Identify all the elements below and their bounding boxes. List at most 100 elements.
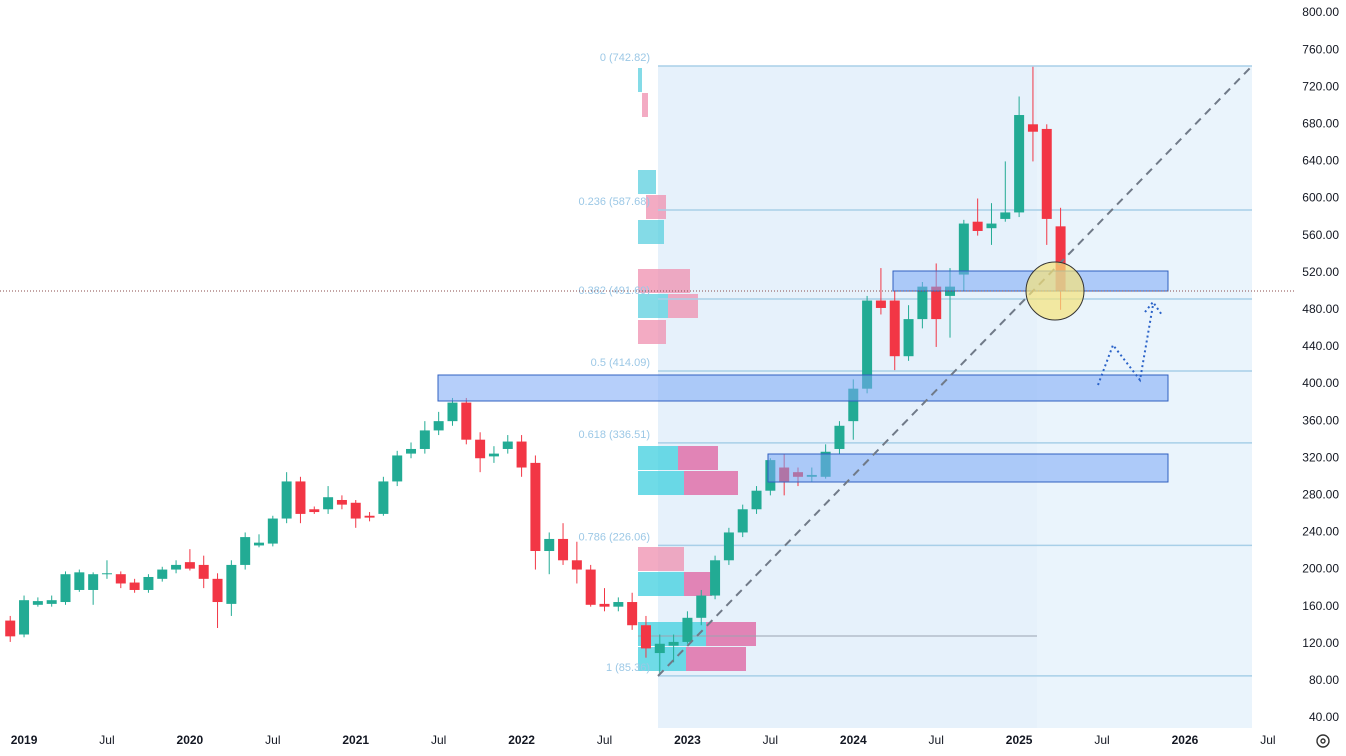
profile-bar [646, 195, 666, 219]
candle-body [848, 388, 859, 422]
profile-bar [638, 170, 656, 194]
x-tick-label: Jul [1260, 733, 1275, 747]
candle-body [682, 617, 693, 642]
x-tick-label: 2022 [508, 733, 535, 747]
y-tick-label: 640.00 [1302, 154, 1339, 168]
profile-bar [638, 269, 690, 293]
candle-body [19, 600, 30, 635]
x-tick-label: Jul [597, 733, 612, 747]
candle-body [419, 430, 430, 449]
x-tick-label: 2023 [674, 733, 701, 747]
candle-body [406, 448, 417, 454]
candle-body [931, 286, 942, 320]
candle-body [696, 595, 707, 618]
candle-body [834, 425, 845, 449]
profile-bar [638, 572, 684, 596]
y-tick-label: 680.00 [1302, 116, 1339, 130]
x-tick-label: 2024 [840, 733, 867, 747]
fib-levels: 0 (742.82) 0.236 (587.68) 0.382 (491.69) 0.… [578, 52, 1252, 677]
highlight-circle [1025, 261, 1085, 321]
candle-body [336, 499, 347, 505]
x-tick-label: 2019 [11, 733, 38, 747]
candle-body [281, 481, 292, 519]
drawings [0, 65, 1295, 677]
zone-box [437, 374, 1169, 402]
candle-body [88, 574, 99, 590]
y-tick-label: 280.00 [1302, 488, 1339, 502]
y-tick-label: 600.00 [1302, 191, 1339, 205]
candle-body [571, 560, 582, 570]
x-tick-label: Jul [265, 733, 280, 747]
x-tick-label: Jul [431, 733, 446, 747]
candle-body [240, 537, 251, 565]
candle-body [392, 455, 403, 482]
y-tick-label: 440.00 [1302, 339, 1339, 353]
candle-body [212, 578, 223, 603]
candle-body [433, 421, 444, 431]
profile-bar [638, 547, 684, 571]
candle-body [751, 490, 762, 510]
candle-body [461, 402, 472, 440]
y-tick-label: 400.00 [1302, 376, 1339, 390]
fib-label: 0 (742.82) [600, 52, 650, 64]
fib-label: 0.786 (226.06) [578, 531, 650, 543]
candle-body [613, 602, 624, 607]
fib-label: 1 (85.36) [606, 662, 650, 674]
candle-body [184, 562, 195, 569]
candle-body [1041, 128, 1052, 219]
fib-label: 0.618 (336.51) [578, 429, 650, 441]
x-tick-label: Jul [929, 733, 944, 747]
zone-box [767, 453, 1169, 483]
candle-body [378, 481, 389, 514]
candle-body [171, 564, 182, 570]
x-tick-label: Jul [1094, 733, 1109, 747]
y-tick-label: 40.00 [1309, 710, 1339, 724]
candle-body [74, 572, 85, 590]
candle-body [295, 481, 306, 514]
candle-body [1014, 115, 1025, 213]
candle-body [654, 643, 665, 654]
candle-body [627, 602, 638, 626]
candle-body [723, 532, 734, 561]
x-tick-label: Jul [763, 733, 778, 747]
x-tick-label: 2020 [177, 733, 204, 747]
y-tick-label: 720.00 [1302, 79, 1339, 93]
candle-body [585, 569, 596, 605]
candle-body [46, 600, 57, 604]
y-tick-label: 160.00 [1302, 599, 1339, 613]
profile-bar [638, 446, 678, 470]
x-tick-label: 2021 [342, 733, 369, 747]
candle-body [5, 620, 16, 637]
y-tick-label: 200.00 [1302, 562, 1339, 576]
candle-body [60, 574, 71, 603]
x-tick-label: Jul [99, 733, 114, 747]
fib-label: 0.5 (414.09) [591, 357, 650, 369]
profile-bar [642, 93, 648, 117]
candle-body [129, 582, 140, 590]
candle-body [530, 462, 541, 552]
profile-bar [638, 471, 684, 495]
candle-body [267, 518, 278, 544]
fib-label: 0.236 (587.68) [578, 196, 650, 208]
axes: 40.00 80.00 120.00 160.00 200.00 240.00 280.00… [11, 5, 1340, 747]
candle-body [558, 538, 569, 561]
volume-profile [638, 68, 756, 671]
y-tick-label: 800.00 [1302, 5, 1339, 19]
profile-bar [638, 220, 664, 244]
profile-bar [638, 320, 666, 344]
candle-body [475, 439, 486, 459]
candle-body [889, 300, 900, 357]
settings-icon[interactable] [1316, 734, 1330, 748]
candle-body [640, 625, 651, 649]
candle-body [737, 509, 748, 533]
candle-body [710, 560, 721, 596]
fib-label: 0.382 (491.69) [578, 285, 650, 297]
candle-body [502, 441, 513, 449]
projection-arrow [1097, 304, 1154, 386]
candle-body [544, 538, 555, 552]
x-tick-label: 2026 [1172, 733, 1199, 747]
candle-body [101, 573, 112, 575]
candle-body [32, 601, 43, 605]
x-tick-label: 2025 [1006, 733, 1033, 747]
